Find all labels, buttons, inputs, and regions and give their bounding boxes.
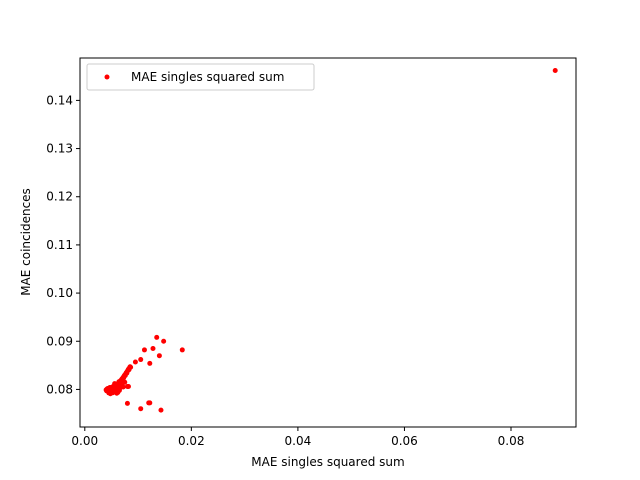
data-point: [113, 382, 119, 388]
x-tick-label: 0.06: [391, 434, 418, 448]
data-point: [158, 407, 164, 413]
y-tick-label: 0.13: [46, 142, 73, 156]
data-point: [154, 334, 160, 340]
x-tick-label: 0.08: [498, 434, 525, 448]
data-point: [119, 383, 125, 389]
data-point: [147, 400, 153, 406]
data-point: [141, 347, 147, 353]
data-point: [122, 379, 128, 385]
y-axis-label: MAE coincidences: [19, 188, 33, 296]
x-tick-label: 0.00: [71, 434, 98, 448]
data-point: [147, 360, 153, 366]
data-point: [128, 364, 134, 370]
y-tick-label: 0.14: [46, 93, 73, 107]
data-point: [118, 377, 124, 383]
legend: MAE singles squared sum: [86, 63, 315, 91]
y-tick-label: 0.08: [46, 382, 73, 396]
data-point: [552, 68, 558, 74]
data-point: [138, 406, 144, 412]
data-point: [124, 400, 130, 406]
data-point: [125, 384, 131, 390]
x-axis-label: MAE singles squared sum: [251, 455, 404, 469]
data-point: [138, 357, 144, 363]
data-point: [179, 347, 185, 353]
y-axis-ticks: 0.08 0.09 0.10 0.11 0.12 0.13 0.14: [46, 93, 80, 396]
data-point: [156, 353, 162, 359]
data-point: [150, 345, 156, 351]
y-tick-label: 0.09: [46, 334, 73, 348]
data-point: [112, 386, 118, 392]
x-tick-label: 0.02: [178, 434, 205, 448]
y-tick-label: 0.10: [46, 286, 73, 300]
data-points: [103, 68, 558, 413]
y-tick-label: 0.12: [46, 190, 73, 204]
x-axis-ticks: 0.00 0.02 0.04 0.06 0.08: [71, 427, 524, 448]
data-point: [161, 338, 167, 344]
x-tick-label: 0.04: [285, 434, 312, 448]
legend-label: MAE singles squared sum: [131, 70, 284, 84]
legend-box: [86, 63, 315, 91]
data-point: [132, 359, 138, 365]
y-tick-label: 0.11: [46, 238, 73, 252]
legend-marker: [104, 74, 110, 80]
plot-area-frame: [79, 57, 577, 428]
data-point: [107, 385, 113, 390]
